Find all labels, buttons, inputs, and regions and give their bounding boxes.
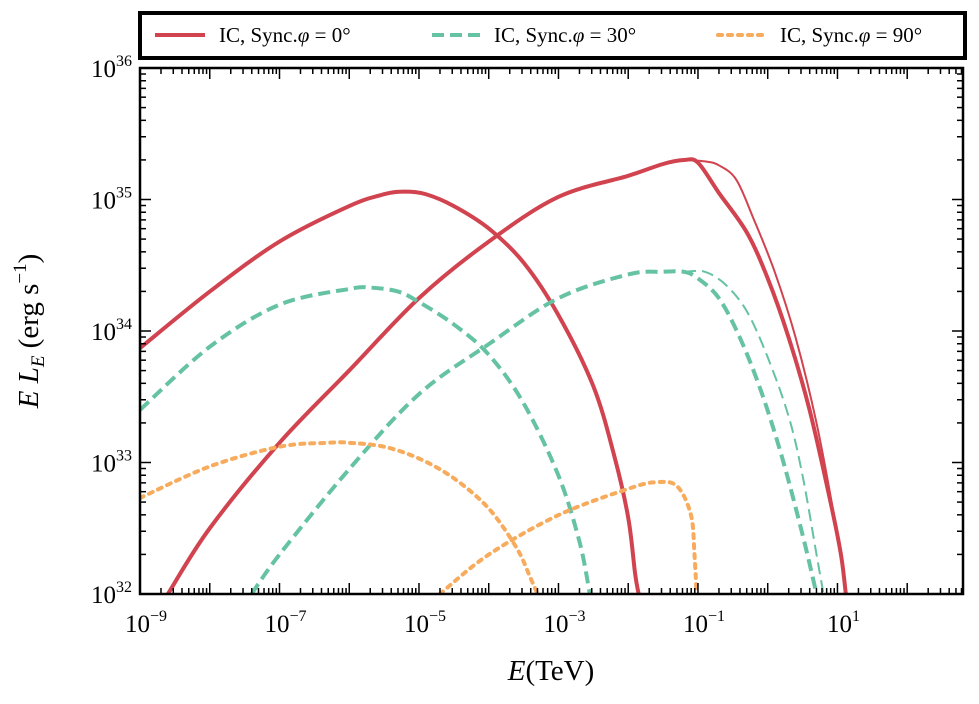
series-line-ic-0-thin-2 bbox=[683, 159, 848, 594]
x-tick-label: 10−7 bbox=[264, 608, 306, 638]
y-tick-label: 1034 bbox=[91, 316, 132, 346]
x-tick-label: 10−3 bbox=[543, 608, 585, 638]
x-tick-label: 101 bbox=[827, 608, 860, 638]
series-line-ic-90-7 bbox=[437, 479, 699, 594]
legend-label-phi-90: IC, Sync.φ = 90° bbox=[780, 23, 922, 47]
legend-label-phi-0: IC, Sync.φ = 0° bbox=[219, 23, 351, 47]
series-line-sync-30-3 bbox=[140, 285, 592, 594]
legend-entry-phi-30: IC, Sync.φ = 30° bbox=[432, 23, 636, 47]
ticks-layer bbox=[139, 67, 963, 595]
y-tick-label: 1033 bbox=[91, 448, 132, 478]
legend-entry-phi-90: IC, Sync.φ = 90° bbox=[716, 23, 922, 47]
series-layer bbox=[140, 157, 848, 594]
y-tick-label: 1036 bbox=[91, 53, 132, 83]
series-line-sync-90-6 bbox=[140, 440, 540, 594]
legend: IC, Sync.φ = 0° IC, Sync.φ = 30° IC, Syn… bbox=[138, 11, 967, 60]
legend-entry-phi-0: IC, Sync.φ = 0° bbox=[155, 23, 351, 47]
y-tick-label: 1032 bbox=[91, 579, 132, 609]
y-tick-label: 1035 bbox=[91, 185, 132, 215]
series-line-ic-0-1 bbox=[166, 157, 848, 594]
series-line-sync-0-0 bbox=[140, 189, 641, 594]
legend-frame bbox=[138, 11, 967, 60]
series-line-ic-30-thin-5 bbox=[683, 269, 825, 594]
x-tick-label: 10−9 bbox=[125, 608, 167, 638]
x-axis-title: E(TeV) bbox=[507, 655, 595, 687]
legend-label-phi-30: IC, Sync.φ = 30° bbox=[494, 23, 636, 47]
tick-labels: 10−9 10−7 10−5 10−3 10−1 101 1032 1033 1034 1035 1… bbox=[91, 53, 860, 638]
x-tick-label: 10−5 bbox=[404, 608, 446, 638]
y-axis-title: E LE (erg s−1) bbox=[10, 254, 49, 410]
x-tick-label: 10−1 bbox=[683, 608, 725, 638]
